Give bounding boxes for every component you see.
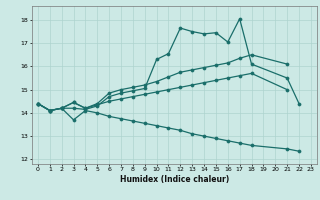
- X-axis label: Humidex (Indice chaleur): Humidex (Indice chaleur): [120, 175, 229, 184]
